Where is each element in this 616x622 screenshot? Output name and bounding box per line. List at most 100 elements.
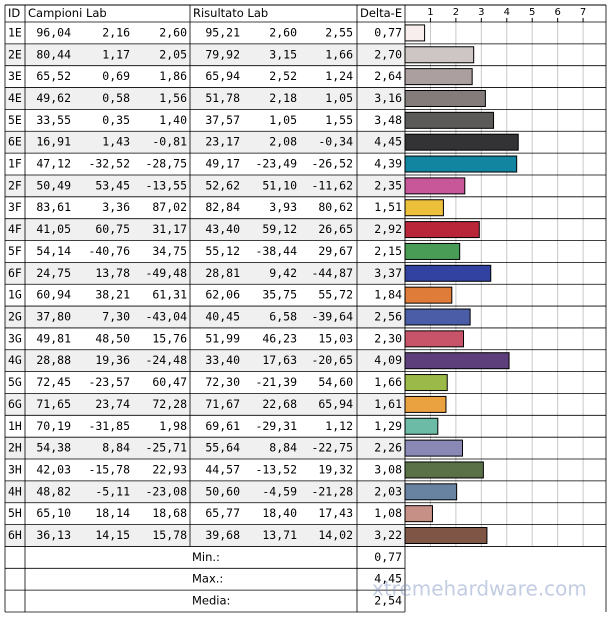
cell: -39,64 [311, 310, 353, 324]
bar [404, 308, 471, 326]
cell: 15,03 [318, 331, 353, 345]
cell: 51,99 [205, 331, 240, 345]
cell: 95,21 [205, 25, 240, 39]
cell: 52,62 [205, 178, 240, 192]
cell: 1,40 [159, 113, 187, 127]
cell: 1,17 [102, 47, 130, 61]
bar [404, 199, 444, 217]
value-label: 3,16 [374, 91, 402, 105]
cell: 33,55 [36, 113, 71, 127]
cell: -23,57 [88, 375, 130, 389]
row-shade [5, 393, 405, 416]
cell: 17,63 [262, 353, 297, 367]
row-id: 6H [8, 528, 22, 542]
cell: 48,82 [36, 484, 71, 498]
row-id: 1F [8, 157, 22, 171]
bar [404, 68, 473, 86]
cell: 49,62 [36, 91, 71, 105]
row-shade [5, 306, 405, 328]
bar [404, 111, 495, 129]
bar [404, 89, 486, 107]
cell: 3,15 [269, 47, 297, 61]
cell: 72,28 [152, 397, 187, 411]
cell: -28,75 [145, 157, 187, 171]
cell: 31,17 [152, 222, 187, 236]
cell: 1,12 [325, 419, 353, 433]
cell: 15,76 [152, 331, 187, 345]
cell: 53,45 [95, 178, 130, 192]
cell: 14,15 [95, 528, 130, 542]
cell: 33,40 [205, 353, 240, 367]
cell: 17,43 [318, 506, 353, 520]
value-label: 1,08 [374, 506, 402, 520]
bar [404, 24, 426, 42]
cell: -49,48 [145, 266, 187, 280]
cell: -38,44 [255, 244, 297, 258]
value-label: 3,48 [374, 113, 402, 127]
cell: 38,21 [95, 288, 130, 302]
row-shade [5, 218, 405, 241]
value-label: 1,61 [374, 397, 402, 411]
cell: 29,67 [318, 244, 353, 258]
cell: 60,75 [95, 222, 130, 236]
cell: 26,65 [318, 222, 353, 236]
cell: -4,59 [262, 484, 297, 498]
x-tick-label: 7 [580, 7, 586, 18]
bar [404, 264, 492, 282]
cell: 19,36 [95, 353, 130, 367]
bar [404, 352, 510, 370]
cell: 40,45 [205, 310, 240, 324]
cell: 1,05 [269, 113, 297, 127]
cell: 1,24 [325, 69, 353, 83]
row-id: 4E [8, 91, 22, 105]
value-label: 0,77 [374, 25, 402, 39]
row-shade [5, 131, 405, 154]
cell: -24,48 [145, 353, 187, 367]
row-shade [5, 524, 405, 547]
cell: 8,84 [269, 441, 297, 455]
cell: 1,56 [159, 91, 187, 105]
bar [404, 221, 480, 239]
row-shade [5, 87, 405, 110]
cell: 49,81 [36, 331, 71, 345]
row-id: 3F [8, 200, 22, 214]
bar [404, 417, 439, 435]
cell: 61,31 [152, 288, 187, 302]
row-id: 5E [8, 113, 22, 127]
cell: 72,30 [205, 375, 240, 389]
cell: -20,65 [311, 353, 353, 367]
cell: 13,71 [262, 528, 297, 542]
value-label: 4,39 [374, 157, 402, 171]
row-id: 3E [8, 69, 22, 83]
x-tick-label: 5 [529, 7, 535, 18]
row-shade [5, 174, 405, 197]
cell: 37,80 [36, 310, 71, 324]
value-label: 1,84 [374, 288, 402, 302]
cell: 18,68 [152, 506, 187, 520]
cell: 48,50 [95, 331, 130, 345]
cell: 69,61 [205, 419, 240, 433]
value-label: 1,51 [374, 200, 402, 214]
bar [404, 155, 518, 173]
value-label: 2,30 [374, 331, 402, 345]
cell: 22,68 [262, 397, 297, 411]
cell: 80,62 [318, 200, 353, 214]
summary-value: 2,54 [374, 594, 402, 608]
row-id: 4G [8, 353, 22, 367]
cell: 0,58 [102, 91, 130, 105]
x-tick-label: 3 [478, 7, 484, 18]
cell: -32,52 [88, 157, 130, 171]
value-label: 2,56 [374, 310, 402, 324]
summary-label: Max.: [192, 572, 223, 586]
cell: 42,03 [36, 462, 71, 476]
row-id: 3H [8, 462, 22, 476]
row-id: 4H [8, 484, 22, 498]
cell: -23,08 [145, 484, 187, 498]
x-tick-label: 1 [427, 7, 433, 18]
row-id: 3G [8, 331, 22, 345]
cell: 39,68 [205, 528, 240, 542]
cell: 51,10 [262, 178, 297, 192]
cell: 51,78 [205, 91, 240, 105]
bar [404, 483, 458, 501]
value-label: 4,09 [374, 353, 402, 367]
